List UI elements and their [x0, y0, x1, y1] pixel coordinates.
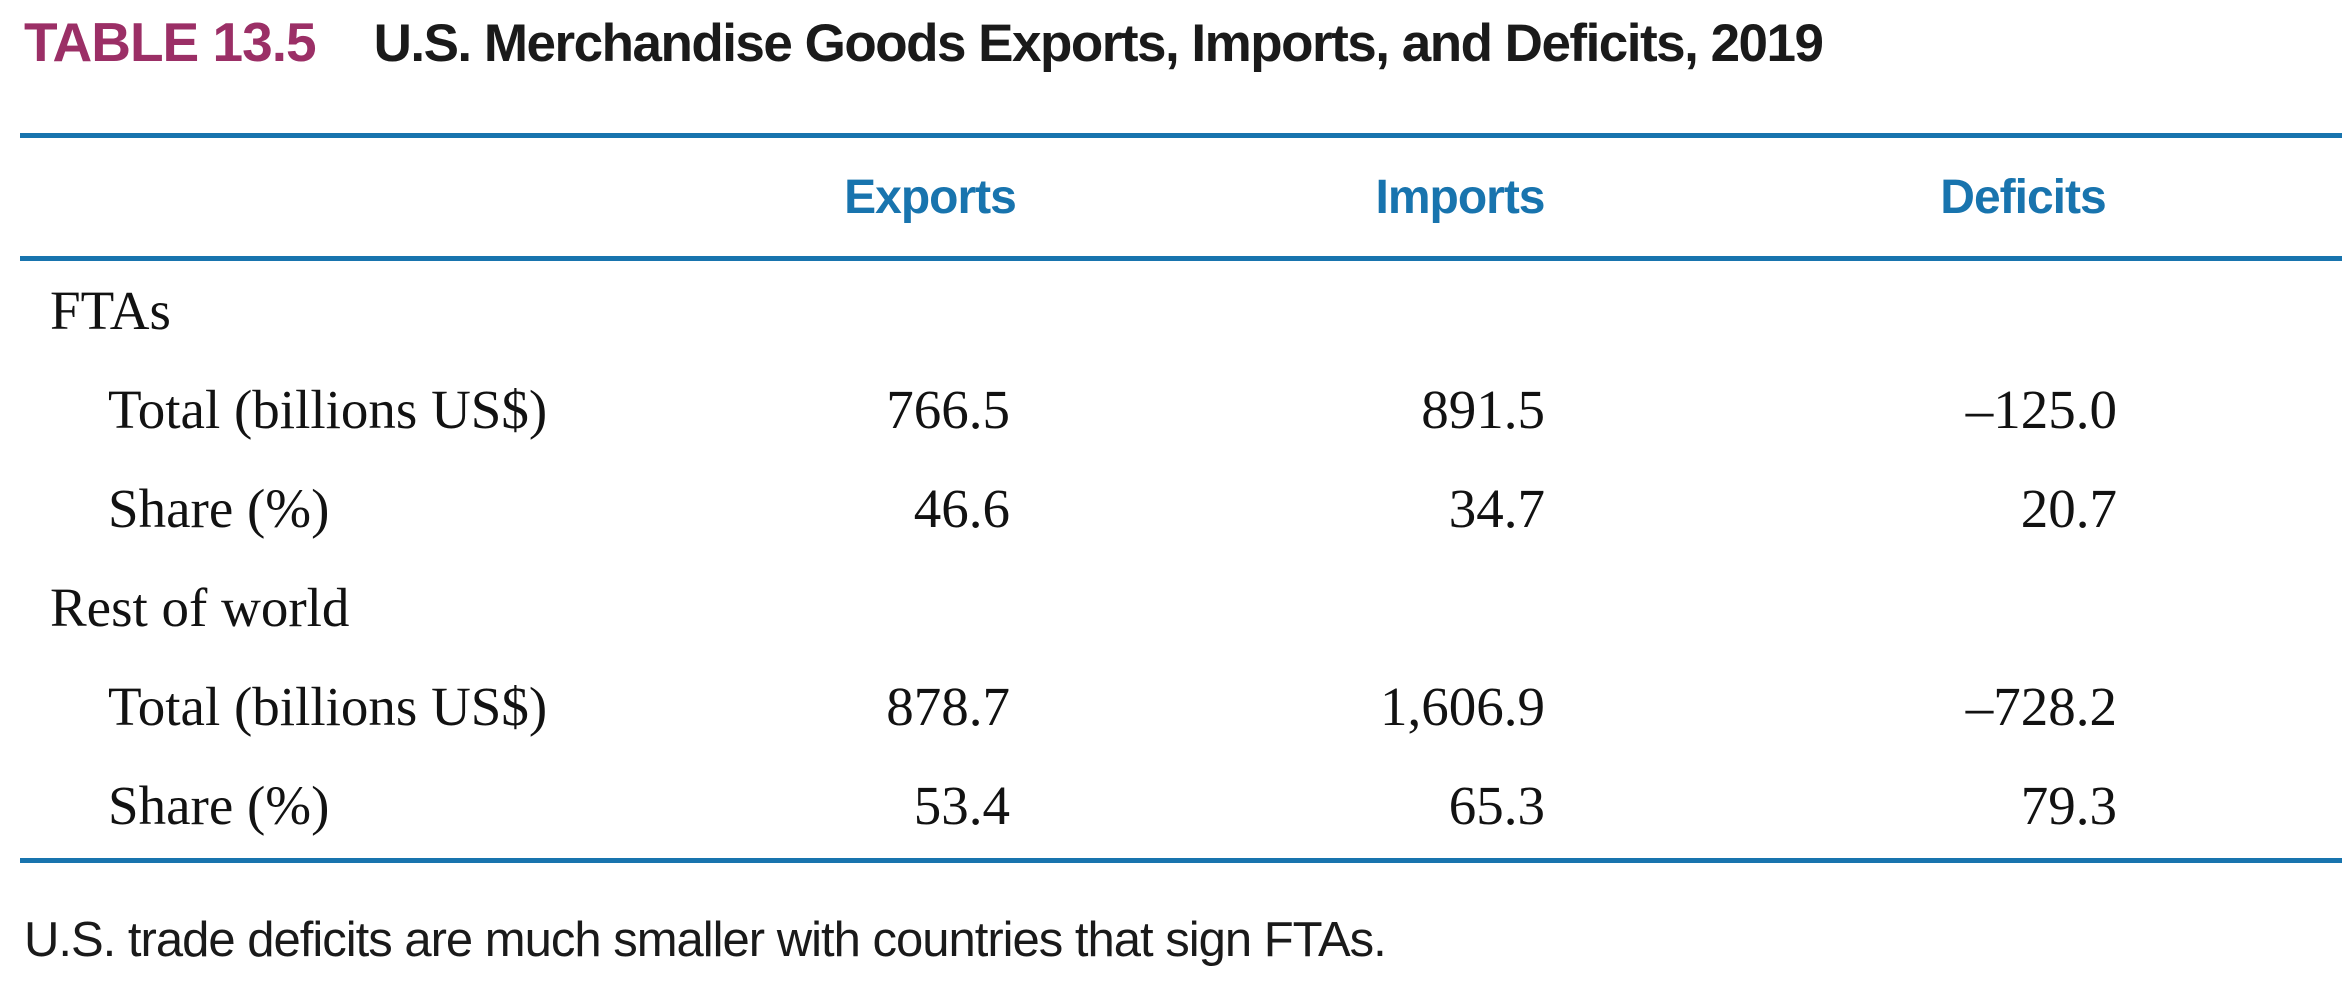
column-header-imports: Imports: [1375, 170, 1545, 224]
figure-title-row: TABLE 13.5 U.S. Merchandise Goods Export…: [24, 10, 1824, 74]
section-label: FTAs: [50, 280, 171, 341]
table-row: Total (billions US$) 766.5 891.5 –125.0: [20, 360, 2342, 459]
row-label: Total (billions US$): [108, 676, 548, 737]
table-row: Total (billions US$) 878.7 1,606.9 –728.…: [20, 657, 2342, 756]
cell-exports: 766.5: [886, 379, 1010, 440]
cell-deficits: –125.0: [1965, 379, 2117, 440]
cell-deficits: 20.7: [2020, 478, 2117, 539]
cell-exports: 53.4: [913, 775, 1010, 836]
table-row: Share (%) 53.4 65.3 79.3: [20, 756, 2342, 855]
cell-deficits: 79.3: [2020, 775, 2117, 836]
cell-deficits: –728.2: [1965, 676, 2117, 737]
column-header-deficits: Deficits: [1940, 170, 2106, 224]
cell-exports: 46.6: [913, 478, 1010, 539]
header-rule: [20, 256, 2342, 261]
bottom-rule: [20, 858, 2342, 863]
row-label: Share (%): [108, 478, 330, 539]
section-row-rest-of-world: Rest of world: [20, 558, 2342, 657]
cell-exports: 878.7: [886, 676, 1010, 737]
cell-imports: 65.3: [1448, 775, 1545, 836]
table-number-label: TABLE 13.5: [24, 11, 317, 73]
top-rule: [20, 133, 2342, 138]
table-title: U.S. Merchandise Goods Exports, Imports,…: [373, 14, 1824, 73]
table-row: Share (%) 46.6 34.7 20.7: [20, 459, 2342, 558]
column-header-row: Exports Imports Deficits: [20, 138, 2342, 256]
section-label: Rest of world: [50, 577, 350, 638]
row-label: Total (billions US$): [108, 379, 548, 440]
table-body: FTAs Total (billions US$) 766.5 891.5 –1…: [20, 261, 2342, 855]
cell-imports: 34.7: [1448, 478, 1545, 539]
column-header-exports: Exports: [844, 170, 1017, 224]
table-caption: U.S. trade deficits are much smaller wit…: [24, 913, 1387, 967]
cell-imports: 891.5: [1421, 379, 1545, 440]
section-row-ftas: FTAs: [20, 261, 2342, 360]
row-label: Share (%): [108, 775, 330, 836]
cell-imports: 1,606.9: [1380, 676, 1545, 737]
